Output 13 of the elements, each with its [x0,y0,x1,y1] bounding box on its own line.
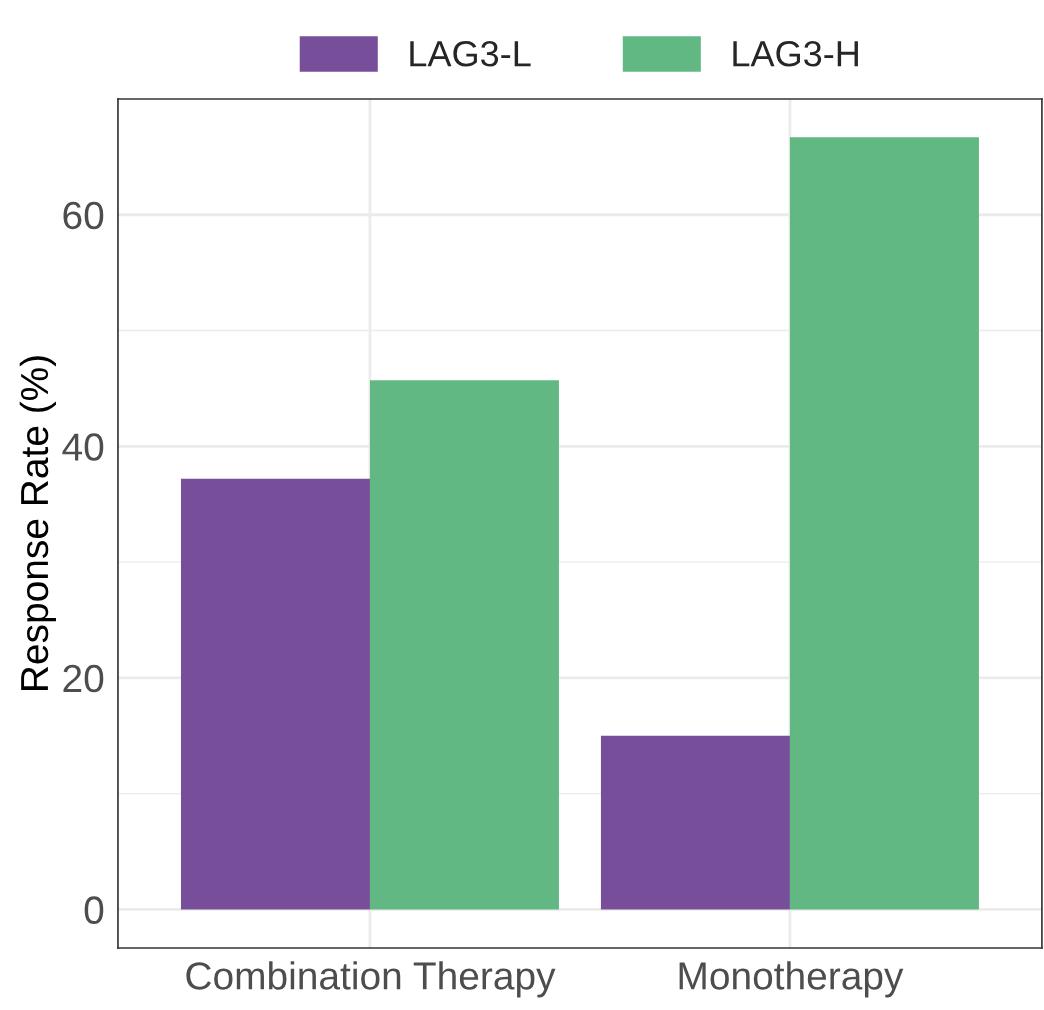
y-tick-label: 0 [84,896,104,924]
bar [600,735,790,910]
x-tick-label: Monotherapy [679,961,904,998]
bar [789,137,979,910]
bar [369,380,559,910]
legend-label: LAG3-L [410,40,531,67]
y-tick-label: 40 [62,433,104,461]
legend-label: LAG3-H [733,40,858,67]
y-tick-label: 20 [63,664,104,693]
bar [180,478,370,910]
y-axis-title: Response Rate (%) [19,356,56,690]
x-tick-label: Combination Therapy [186,961,556,998]
y-tick-label: 60 [63,201,104,230]
